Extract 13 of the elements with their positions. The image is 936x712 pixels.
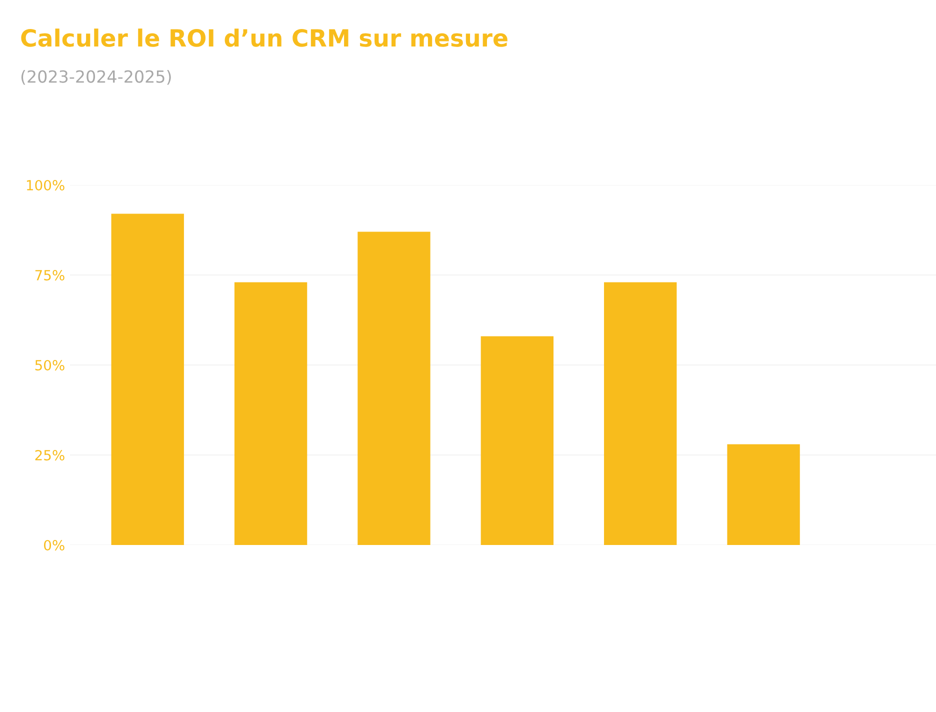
y-tick-label: 100%	[26, 180, 64, 190]
y-tick-label: 25%	[35, 450, 64, 460]
bar	[604, 282, 677, 545]
y-tick-label: 75%	[35, 270, 64, 280]
y-tick-label: 0%	[44, 540, 64, 550]
bar	[727, 444, 800, 545]
chart-subtitle: (2023-2024-2025)	[21, 70, 171, 85]
bar	[111, 214, 184, 545]
bar	[234, 282, 308, 545]
y-tick-label: 50%	[35, 360, 64, 370]
bar	[358, 232, 430, 545]
bar	[480, 336, 554, 545]
chart-title: Calculer le ROI d’un CRM sur mesure	[21, 28, 508, 47]
